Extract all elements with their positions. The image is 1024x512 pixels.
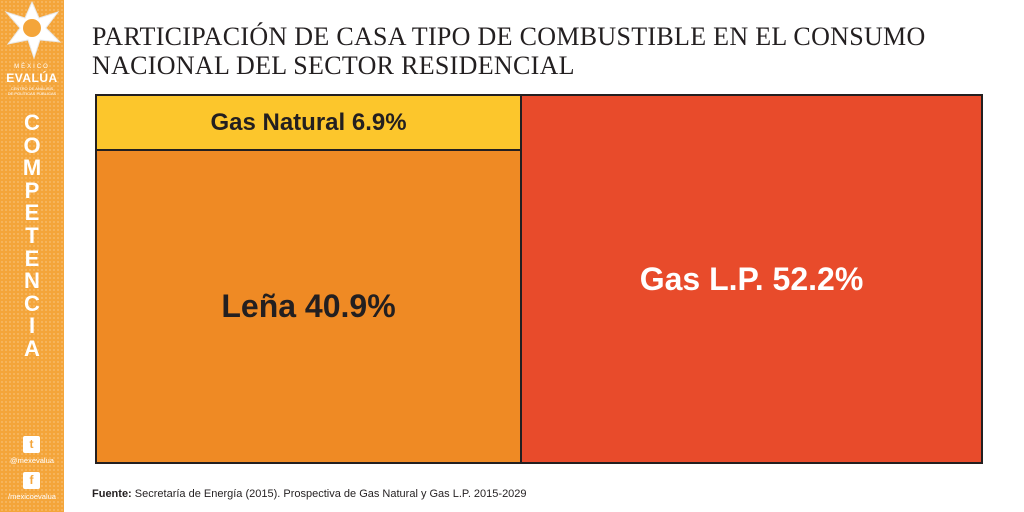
section-letter: E (24, 200, 40, 226)
brand-name: EVALÚA (6, 71, 58, 85)
section-letter: I (28, 313, 36, 339)
chart-title-line-2: NACIONAL DEL SECTOR RESIDENCIAL (92, 51, 575, 80)
section-letter: N (24, 268, 40, 294)
source-note: Fuente: Secretaría de Energía (2015). Pr… (92, 488, 527, 500)
section-letter: E (24, 245, 40, 271)
treemap-cell-label: Gas L.P. 52.2% (639, 260, 864, 297)
section-letter: A (24, 335, 40, 361)
facebook-icon[interactable]: f (23, 472, 40, 489)
brand-subtitle: CENTRO DE ANÁLISIS DE POLÍTICAS PÚBLICAS (0, 86, 64, 96)
treemap-cell: Leña 40.9% (97, 151, 520, 462)
treemap-cell-label: Gas Natural 6.9% (210, 108, 407, 136)
twitter-icon[interactable]: t (23, 436, 40, 453)
brand-sidebar: MÉXICO EVALÚA CENTRO DE ANÁLISIS DE POLÍ… (0, 0, 64, 512)
section-letter: C (24, 290, 40, 316)
brand-subtitle-line-2: DE POLÍTICAS PÚBLICAS (7, 91, 57, 96)
section-letter: O (23, 132, 41, 158)
section-letter: M (22, 155, 42, 181)
brand-mexico: MÉXICO (14, 64, 50, 70)
source-text: Secretaría de Energía (2015). Prospectiv… (131, 488, 527, 500)
chart-title: PARTICIPACIÓN DE CASA TIPO DE COMBUSTIBL… (92, 22, 1002, 80)
section-letter: T (25, 222, 39, 248)
source-label: Fuente: (92, 488, 132, 500)
treemap-cell-label: Leña 40.9% (221, 288, 396, 324)
section-name: C O M P E T E N C I A (0, 110, 64, 361)
section-letter: C (24, 110, 40, 135)
star-logo-icon (4, 0, 62, 60)
section-letter: P (24, 177, 40, 203)
treemap-cell: Gas Natural 6.9% (97, 96, 520, 149)
brand-subtitle-line-1: CENTRO DE ANÁLISIS (10, 86, 54, 91)
facebook-handle[interactable]: /mexicoevalua (8, 492, 56, 501)
twitter-handle[interactable]: @mexevalua (10, 456, 54, 465)
treemap-chart: Gas Natural 6.9% Leña 40.9% Gas L.P. 52.2% (95, 94, 983, 464)
treemap-cell: Gas L.P. 52.2% (522, 96, 981, 462)
chart-title-line-1: PARTICIPACIÓN DE CASA TIPO DE COMBUSTIBL… (92, 22, 926, 51)
